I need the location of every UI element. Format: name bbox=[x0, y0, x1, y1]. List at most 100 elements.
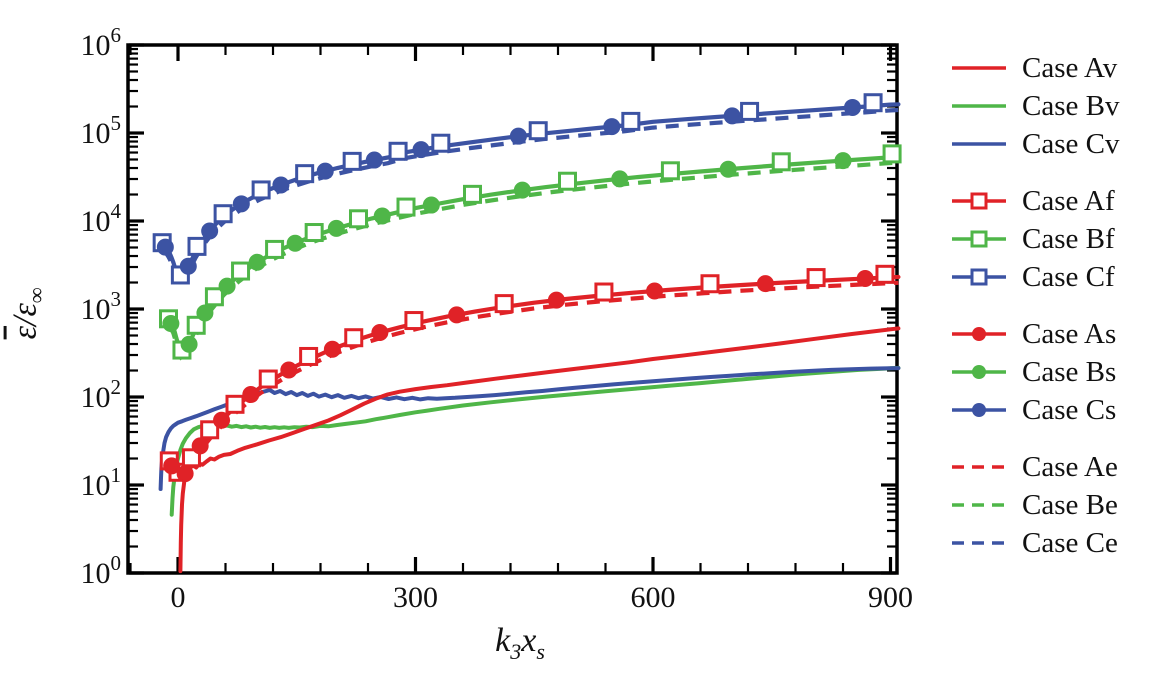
square-marker bbox=[304, 223, 324, 243]
circle-marker bbox=[156, 238, 174, 256]
markers-case-bf bbox=[159, 144, 902, 360]
legend-label: Case Be bbox=[1022, 488, 1118, 521]
square-marker bbox=[295, 164, 315, 184]
square-marker bbox=[558, 171, 577, 191]
legend-item-case-ae: Case Ae bbox=[950, 448, 1119, 486]
xlabel-var2: x bbox=[521, 622, 537, 659]
square-marker bbox=[494, 294, 514, 314]
markers-case-as bbox=[163, 270, 874, 483]
legend-swatch-graphic bbox=[952, 403, 1006, 417]
markers-case-bs bbox=[162, 152, 852, 353]
circle-marker bbox=[756, 275, 774, 293]
circle-marker bbox=[179, 257, 197, 275]
legend-label: Case Cv bbox=[1022, 127, 1120, 160]
square-marker bbox=[265, 239, 285, 259]
ylabel-subscript: ∞ bbox=[23, 287, 49, 304]
circle-marker bbox=[242, 386, 260, 404]
legend-item-case-av: Case Av bbox=[950, 49, 1119, 87]
ylabel-denominator: ε bbox=[6, 303, 44, 317]
square-marker bbox=[225, 394, 245, 414]
legend-swatch-circle-red bbox=[950, 323, 1008, 345]
legend-swatch-graphic bbox=[952, 192, 1006, 210]
circle-marker bbox=[191, 437, 209, 455]
circle-marker bbox=[723, 107, 741, 125]
legend-item-case-bv: Case Bv bbox=[950, 87, 1119, 125]
square-marker bbox=[204, 287, 224, 307]
square-marker bbox=[396, 197, 416, 217]
square-marker bbox=[528, 121, 548, 141]
circle-marker bbox=[422, 196, 440, 214]
legend-label: Case Af bbox=[1022, 184, 1115, 217]
y-axis-label: ε/ε∞ bbox=[7, 213, 50, 413]
circle-marker bbox=[513, 181, 531, 199]
square-marker bbox=[875, 264, 895, 284]
square-marker bbox=[882, 144, 902, 164]
legend-swatch-solid-red bbox=[950, 57, 1008, 79]
legend-swatch-circle-blue bbox=[950, 399, 1008, 421]
legend-label: Case Cf bbox=[1022, 260, 1115, 293]
legend-item-case-cv: Case Cv bbox=[950, 125, 1119, 163]
x-tick-label: 300 bbox=[393, 581, 438, 614]
series-case-ae bbox=[167, 280, 899, 486]
square-marker bbox=[621, 111, 641, 131]
xlabel-var1: k bbox=[495, 622, 511, 659]
circle-marker bbox=[844, 98, 861, 116]
square-marker bbox=[181, 448, 201, 468]
square-marker bbox=[431, 133, 451, 153]
square-marker bbox=[463, 184, 482, 204]
legend-label: Case Ae bbox=[1022, 450, 1118, 483]
circle-marker bbox=[327, 219, 345, 237]
legend-label: Case As bbox=[1022, 317, 1117, 350]
x-tick-label: 900 bbox=[868, 581, 913, 614]
circle-marker bbox=[280, 361, 298, 379]
legend-item-case-cs: Case Cs bbox=[950, 391, 1119, 429]
square-marker bbox=[251, 180, 271, 200]
legend-label: Case Ce bbox=[1022, 526, 1118, 559]
legend-item-case-cf: Case Cf bbox=[950, 258, 1119, 296]
circle-marker bbox=[323, 340, 341, 358]
legend-item-case-bs: Case Bs bbox=[950, 353, 1119, 391]
legend-swatch-graphic bbox=[952, 268, 1006, 286]
circle-marker bbox=[201, 222, 219, 240]
xlabel-sub2: s bbox=[536, 638, 545, 664]
square-marker bbox=[187, 236, 207, 256]
legend-item-case-be: Case Be bbox=[950, 486, 1119, 524]
legend-swatch-graphic bbox=[952, 503, 1006, 507]
circle-marker bbox=[646, 282, 664, 300]
square-marker bbox=[342, 151, 362, 171]
circle-marker bbox=[509, 127, 527, 145]
y-tick-label: 104 bbox=[81, 199, 122, 238]
square-marker bbox=[186, 315, 206, 335]
square-marker bbox=[700, 274, 720, 294]
ylabel-slash: / bbox=[6, 316, 44, 326]
circle-marker bbox=[162, 314, 180, 332]
square-marker bbox=[200, 420, 220, 440]
legend-swatch-dashed-blue bbox=[950, 532, 1008, 554]
circle-marker bbox=[371, 324, 389, 342]
legend-label: Case Av bbox=[1022, 51, 1118, 84]
legend-label: Case Bs bbox=[1022, 355, 1117, 388]
family-b bbox=[159, 144, 902, 363]
legend-label: Case Bf bbox=[1022, 222, 1115, 255]
square-marker bbox=[806, 268, 826, 288]
legend-swatch-square-green bbox=[950, 228, 1008, 250]
legend-item-case-as: Case As bbox=[950, 315, 1119, 353]
circle-marker bbox=[856, 270, 874, 288]
circle-marker bbox=[163, 457, 181, 475]
legend-swatch-graphic bbox=[952, 541, 1006, 545]
square-marker bbox=[594, 282, 614, 302]
x-axis-label: k3xs bbox=[430, 622, 610, 665]
legend-swatch-graphic bbox=[952, 104, 1006, 108]
circle-marker bbox=[373, 207, 391, 225]
square-marker bbox=[258, 369, 278, 389]
legend-swatch-graphic bbox=[952, 142, 1006, 146]
circle-marker bbox=[316, 162, 334, 180]
circle-marker bbox=[196, 304, 214, 322]
legend-item-case-ce: Case Ce bbox=[950, 524, 1119, 562]
square-marker bbox=[771, 152, 791, 172]
legend-item-case-bf: Case Bf bbox=[950, 220, 1119, 258]
series-case-cv bbox=[158, 366, 901, 491]
circle-marker bbox=[213, 411, 231, 429]
legend-swatch-square-blue bbox=[950, 266, 1008, 288]
